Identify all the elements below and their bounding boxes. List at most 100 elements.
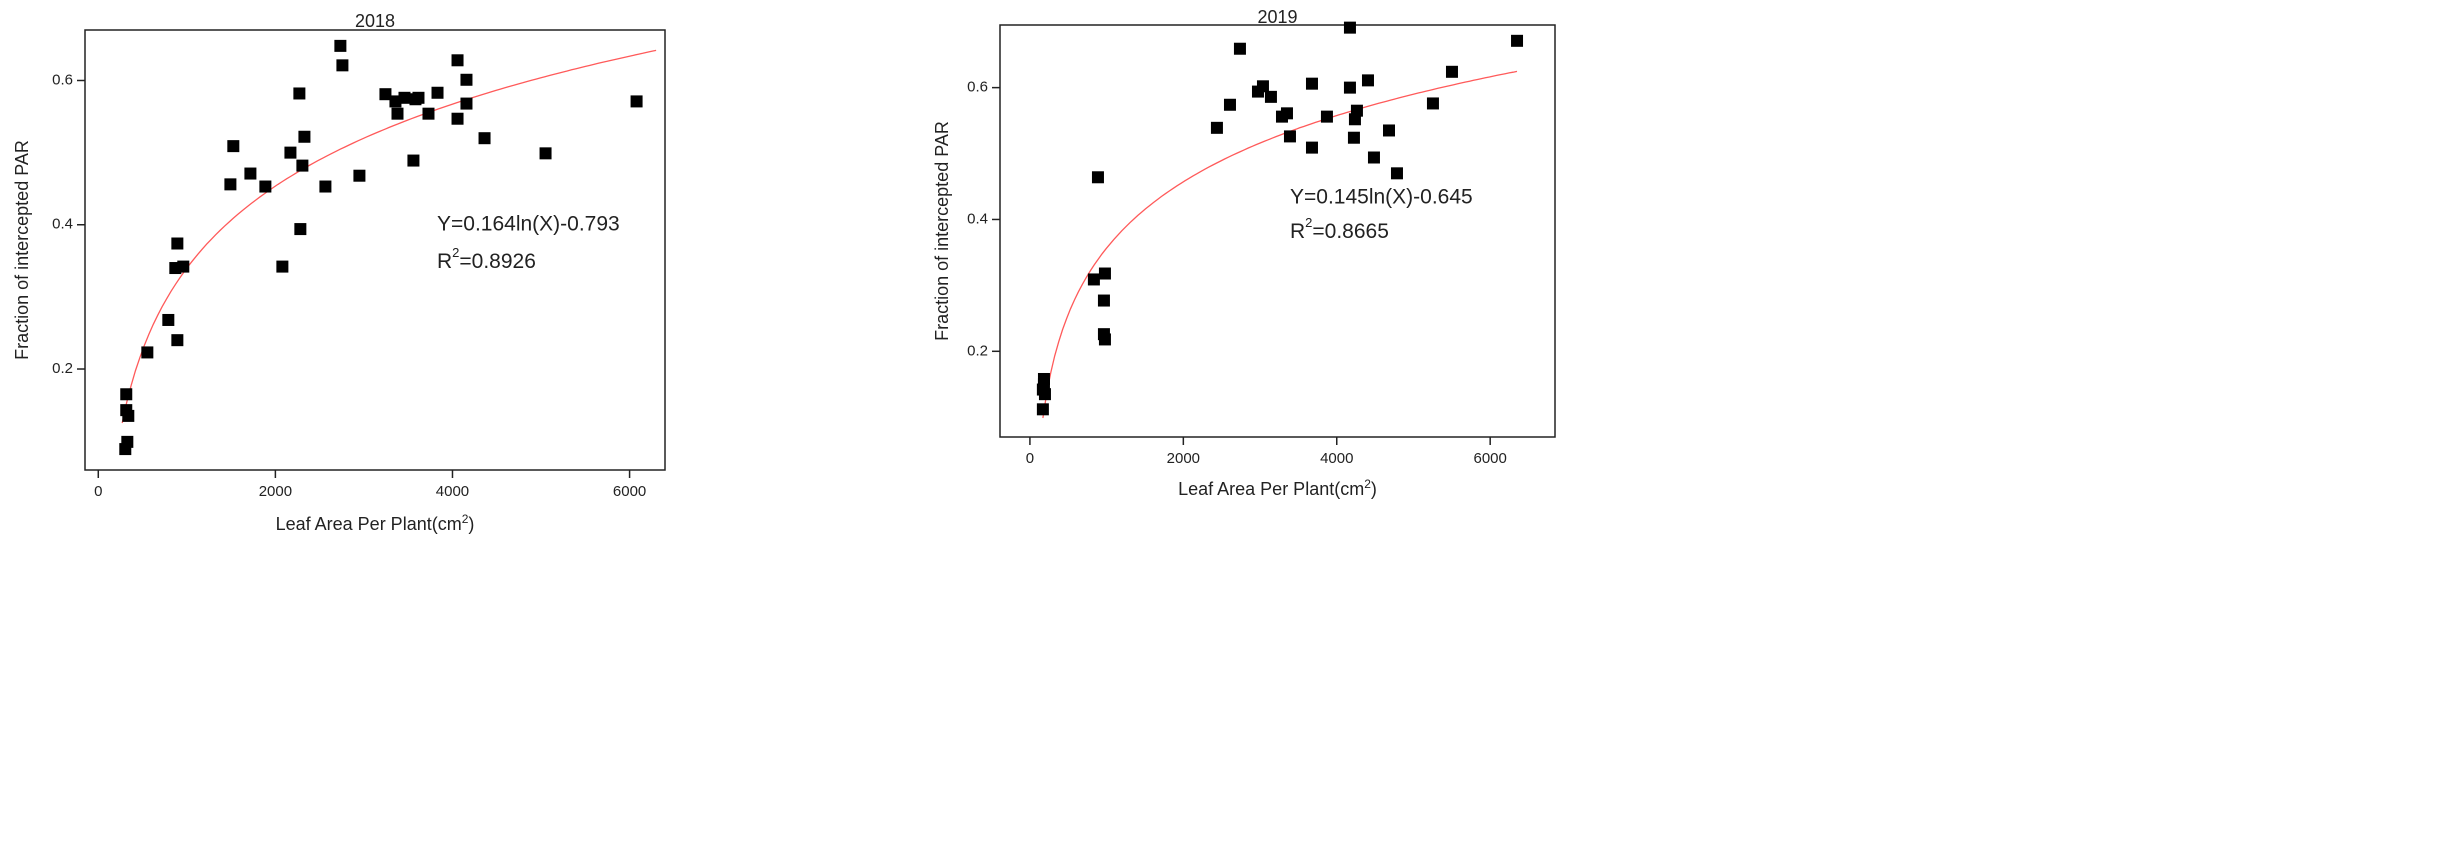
data-point	[319, 180, 332, 193]
data-point	[1037, 372, 1050, 385]
data-point	[224, 178, 237, 191]
data-point	[1233, 42, 1246, 55]
r-squared-label: R	[1290, 220, 1305, 243]
data-point	[1382, 124, 1395, 137]
data-point	[379, 88, 392, 101]
x-axis-label: Leaf Area Per Plant(cm2)	[276, 512, 475, 534]
x-tick-label: 2000	[259, 483, 292, 500]
x-tick-label: 4000	[436, 483, 469, 500]
data-point	[407, 154, 420, 167]
data-point	[1305, 77, 1318, 90]
chart-panel: 2018 0 2000 4000 6000 0.2 0.4 0.6 Leaf Area Per …	[12, 11, 666, 534]
y-tick-label: 0.6	[967, 79, 988, 96]
data-point	[460, 73, 473, 86]
data-point	[630, 95, 643, 108]
data-point	[1091, 171, 1104, 184]
y-tick-label: 0.2	[967, 342, 988, 359]
fit-equation: Y=0.145ln(X)-0.645	[1290, 186, 1473, 209]
data-point	[1343, 81, 1356, 94]
data-point	[1210, 121, 1223, 134]
data-point	[1098, 267, 1111, 280]
r-squared-label: R	[437, 250, 452, 273]
r-squared-sup: 2	[1305, 215, 1312, 230]
data-point	[276, 260, 289, 273]
x-tick-label: 2000	[1167, 450, 1200, 467]
data-point	[451, 112, 464, 125]
y-tick-label: 0.4	[967, 210, 988, 227]
data-point	[1426, 97, 1439, 110]
data-point	[296, 159, 309, 172]
x-axis-label-end: )	[468, 514, 474, 534]
data-point	[460, 97, 473, 110]
data-point	[284, 146, 297, 159]
r-squared-sup: 2	[452, 245, 459, 260]
data-point	[336, 59, 349, 72]
data-point	[298, 130, 311, 143]
data-point	[1256, 80, 1269, 93]
x-tick-label: 0	[1026, 450, 1034, 467]
x-axis-label-text: Leaf Area Per Plant(cm	[276, 514, 462, 534]
data-point	[1367, 151, 1380, 164]
data-point	[119, 443, 132, 456]
x-axis-label-sup: 2	[1364, 477, 1371, 491]
data-point	[171, 237, 184, 250]
data-point	[244, 167, 257, 180]
data-point	[398, 91, 411, 104]
data-point	[1038, 388, 1051, 401]
r-squared-value: =0.8926	[459, 250, 536, 273]
x-tick-label: 4000	[1320, 450, 1353, 467]
data-point	[391, 107, 404, 120]
data-point	[141, 346, 154, 359]
r-squared: R2=0.8665	[1290, 215, 1389, 242]
x-tick-label: 6000	[613, 483, 646, 500]
y-tick-label: 0.2	[52, 360, 73, 377]
fit-equation: Y=0.164ln(X)-0.793	[437, 213, 620, 236]
x-axis-label-end: )	[1371, 479, 1377, 499]
x-axis-label-text: Leaf Area Per Plant(cm	[1178, 479, 1364, 499]
data-point	[389, 95, 402, 108]
data-point	[1347, 131, 1360, 144]
fit-curve	[1042, 70, 1518, 419]
data-point	[1305, 141, 1318, 154]
data-point	[1087, 273, 1100, 286]
data-point	[1036, 403, 1049, 416]
data-point	[353, 169, 366, 182]
data-point	[1361, 74, 1374, 87]
data-point	[171, 334, 184, 347]
data-point	[162, 313, 175, 326]
data-point	[1511, 34, 1524, 47]
data-point	[1350, 104, 1363, 117]
x-tick-label: 0	[94, 483, 102, 500]
r-squared: R2=0.8926	[437, 245, 536, 272]
data-point	[121, 435, 134, 448]
y-tick-label: 0.4	[52, 216, 73, 233]
data-point	[431, 86, 444, 99]
plot-frame	[84, 29, 666, 471]
y-axis-label: Fraction of intercepted PAR	[932, 121, 952, 341]
y-axis-label: Fraction of intercepted PAR	[12, 140, 32, 360]
data-point	[1097, 294, 1110, 307]
plot-frame	[999, 24, 1556, 438]
chart-title: 2018	[355, 11, 395, 31]
chart-title: 2019	[1257, 7, 1297, 27]
data-point	[227, 140, 240, 153]
y-tick-label: 0.6	[52, 71, 73, 88]
x-tick-label: 6000	[1473, 450, 1506, 467]
data-point	[294, 223, 307, 236]
data-point	[1320, 110, 1333, 123]
fit-curve	[121, 49, 657, 424]
data-point	[1264, 90, 1277, 103]
data-point	[1343, 21, 1356, 34]
data-point	[177, 260, 190, 273]
data-point	[422, 107, 435, 120]
data-point	[1223, 98, 1236, 111]
data-point	[334, 39, 347, 52]
data-point	[120, 388, 133, 401]
x-axis-label: Leaf Area Per Plant(cm2)	[1178, 477, 1377, 499]
data-point	[412, 91, 425, 104]
data-point	[451, 54, 464, 67]
data-point	[1280, 107, 1293, 120]
data-point	[293, 87, 306, 100]
